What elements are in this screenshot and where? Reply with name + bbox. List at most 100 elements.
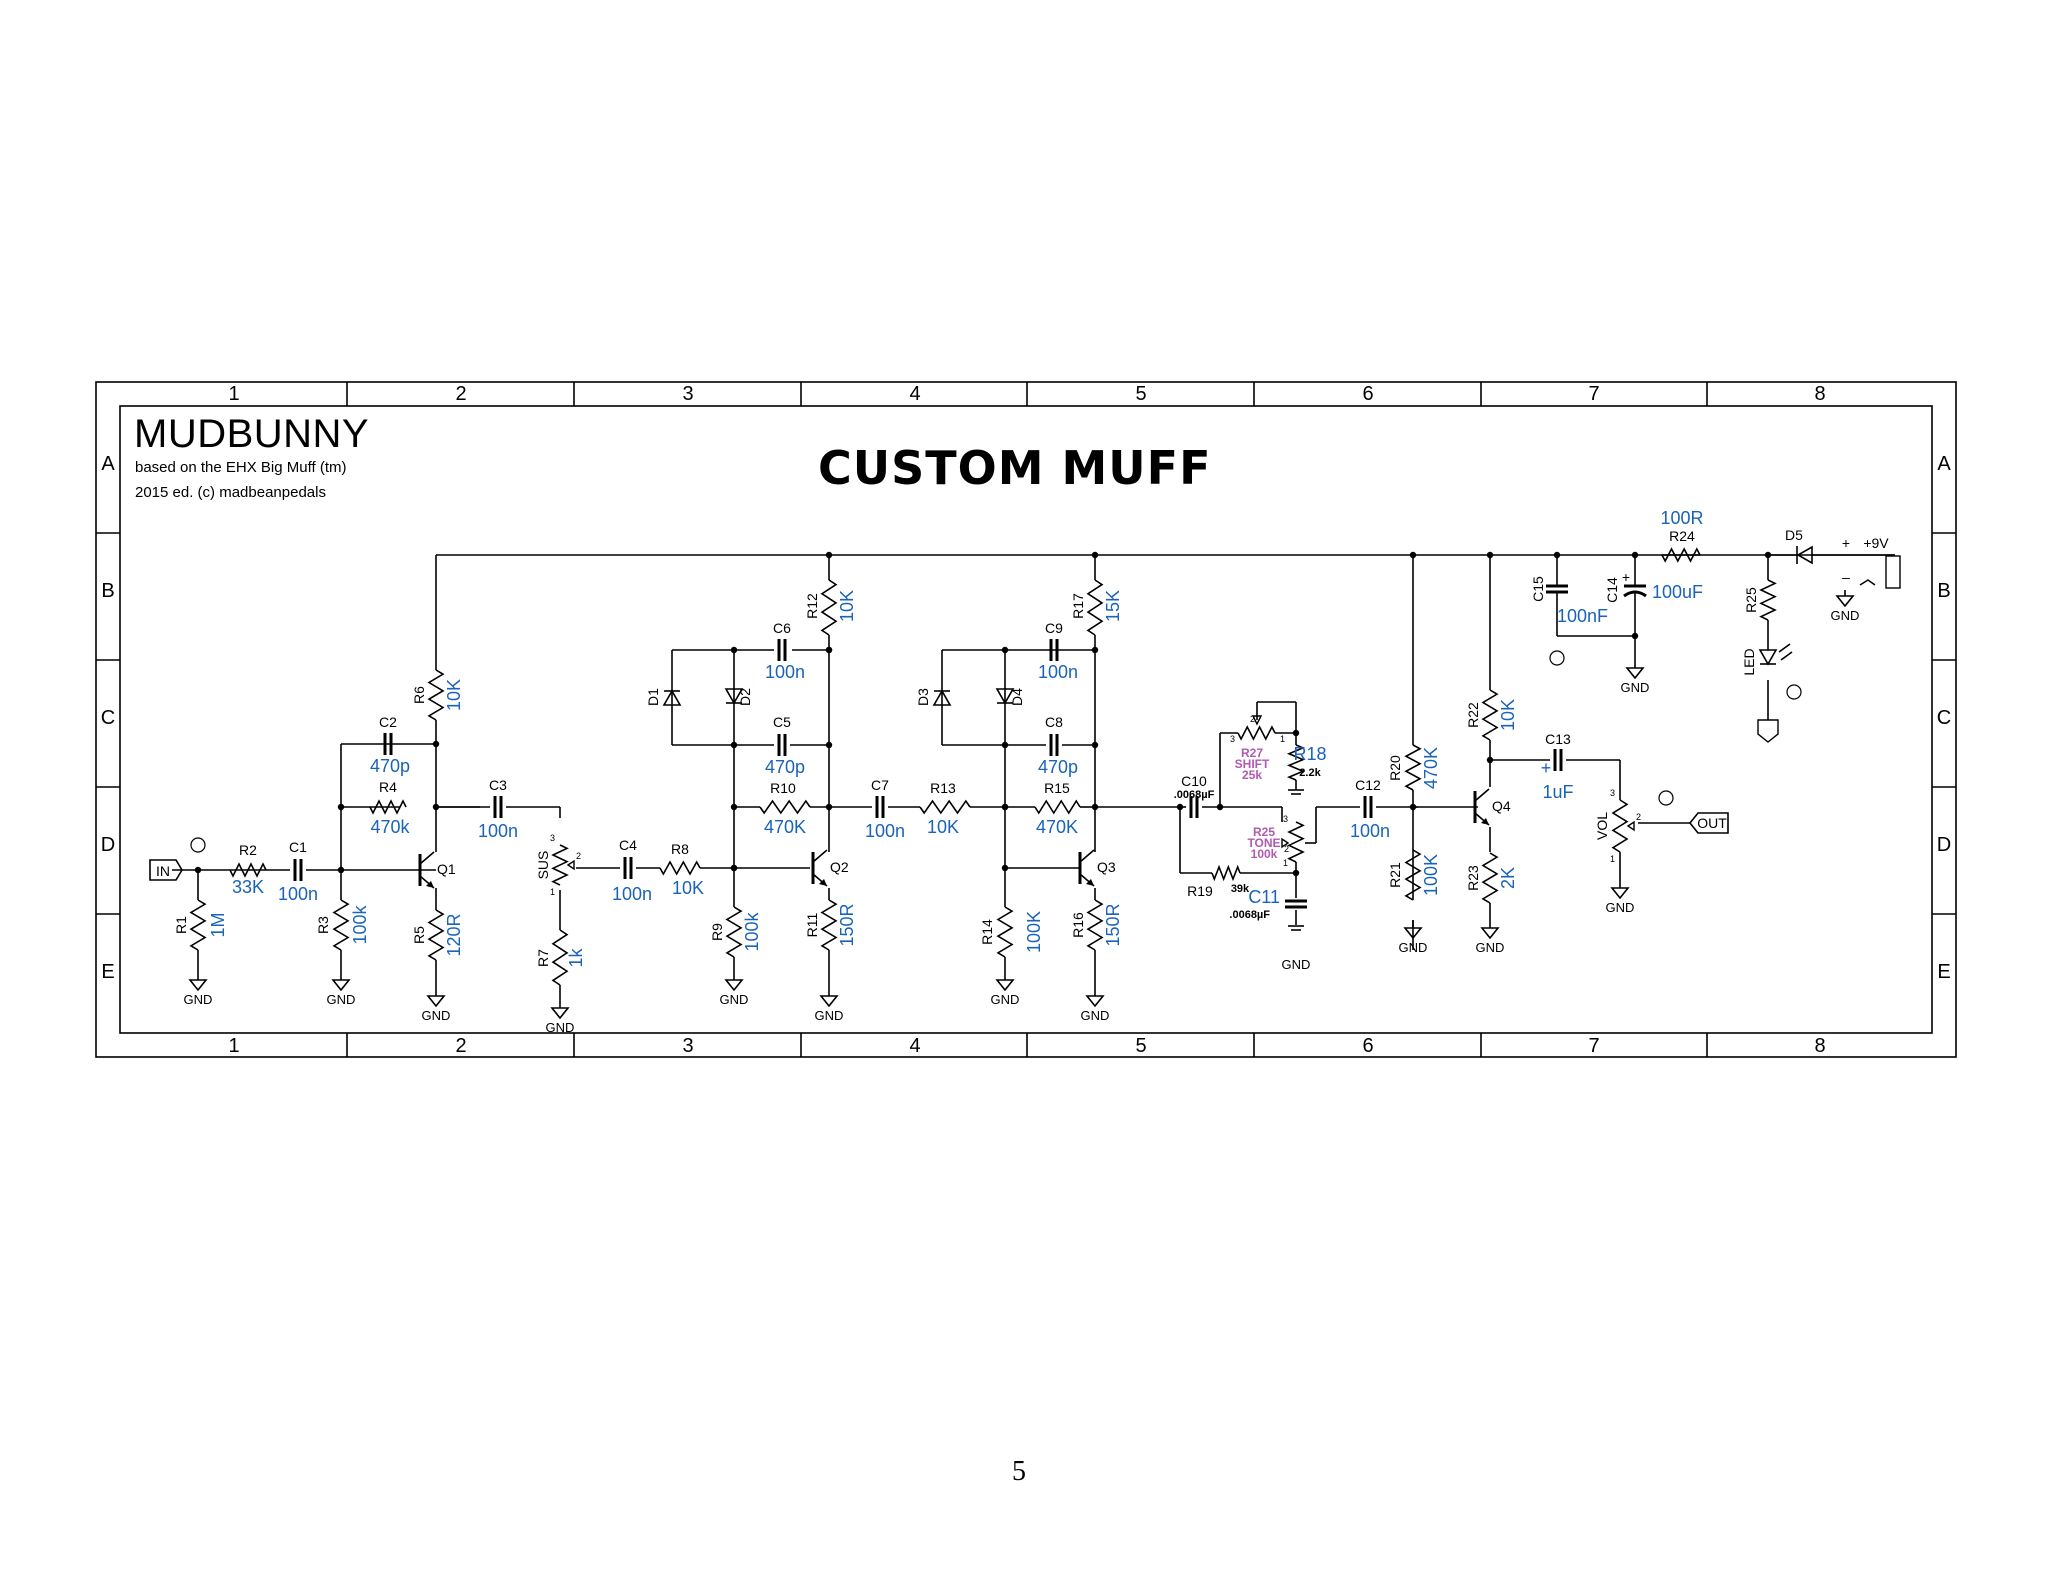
pot-pin: 1 [550,887,555,897]
pot-pin: 3 [1230,734,1235,744]
resistor-r25: R25 [1743,579,1777,621]
ground-symbol: GND [1081,988,1110,1023]
transistor-ref: Q2 [830,859,849,875]
input-flag [149,859,183,881]
ground-triangle [995,979,1015,992]
wiring [172,551,1895,1000]
junction-dot [1091,646,1099,654]
resistor-r18: R18 2.2k 2.2k [0,0,1327,781]
resistor-r2: R2 33K [229,842,267,897]
resistor-ref: R24 [1669,528,1695,544]
pot-wiper [1251,715,1263,726]
capacitor-c7: C7 100n [865,777,905,841]
pot-pin: 1 [1283,858,1288,868]
ground-symbol: GND [720,972,748,1007]
test-point-led [1786,684,1802,700]
resistor-ref: R22 [1465,702,1481,728]
resistor-value: 33K [232,877,264,897]
ground-triangle [724,979,744,992]
ground-triangle [1403,927,1423,940]
junction-dot [1631,551,1639,559]
ground-symbol: GND [1399,920,1427,955]
transistor-collector [419,851,435,865]
capacitor-value: 100n [765,662,805,682]
capacitor-value: 470p [765,757,805,777]
zone-row-right: E [1937,961,1950,983]
pot-ref: VOL [1594,812,1610,840]
capacitor-value: .0068µF [1229,909,1270,921]
capacitor-value: 100n [1350,821,1390,841]
ground-triangle [188,979,208,992]
resistor-body [1759,579,1777,621]
zone-row-right: C [1937,707,1951,729]
resistor-r10: R10 470K [759,780,811,837]
transistor-q2: Q2 [811,849,849,887]
transistor-ref: Q3 [1097,859,1116,875]
ground-label: GND [184,992,213,1007]
pot-wiper [1626,820,1635,832]
zone-row-left: B [101,580,114,602]
resistor-value: 100k [350,904,370,944]
capacitor-value: 470p [1038,757,1078,777]
capacitor-c9: C9 100n [1038,620,1078,682]
led-connector [1757,719,1779,743]
pot-value: 25k [1242,768,1262,782]
junction-dot [1553,551,1561,559]
resistor-value: 10K [927,817,959,837]
junction-dot [1292,729,1300,737]
resistor-body [1661,547,1701,563]
ground-symbol: GND [184,972,213,1007]
capacitor-c6: C6 100n [765,620,805,682]
junction-dot [730,741,738,749]
resistor-body [332,899,350,951]
ground-label: GND [1831,608,1860,623]
transistor-collector [812,849,828,863]
diode-d2: D2 [724,688,753,706]
resistor-r17: R17 15K [1070,579,1123,636]
ground-symbol: GND [991,972,1020,1007]
resistor-body [1481,689,1499,741]
capacitor-c10-value: .0068µF [1174,789,1215,801]
zone-col-top: 1 [228,383,239,405]
capacitor-ref: C14 [1604,577,1620,603]
schematic-title: MUDBUNNY [134,412,370,456]
ground-label: GND [991,992,1020,1007]
resistor-value: 1M [208,912,228,937]
ground-label: GND [1081,1008,1110,1023]
resistor-value: 100k [742,911,762,951]
test-point-output [1658,790,1674,806]
supply-label: +9V [1863,535,1889,551]
potentiometer-vol: 3 1 2 VOL [1594,788,1641,864]
pot-pin: 2 [1284,844,1289,854]
transistor-ref: Q1 [437,861,456,877]
resistor-ref: R5 [411,926,427,944]
ground-triangle [1480,927,1500,940]
ground-symbol: GND [327,972,355,1007]
ground-label: GND [1621,680,1650,695]
ground-triangle [1610,887,1630,900]
diode-d1: D1 [645,688,682,706]
resistor-r16: R16 150R [1070,899,1123,951]
input-port: IN [149,859,183,881]
transistor-arrow [819,879,827,886]
ground-triangle [819,995,839,1008]
zone-col-top: 6 [1362,383,1373,405]
resistor-body [551,929,569,986]
zone-col-bottom: 5 [1135,1035,1146,1057]
pot-value: 100k [1251,847,1278,861]
transistor-q1: Q1 [418,851,456,889]
junction-dot [1001,864,1009,872]
resistor-r9: R9 100k [709,906,762,958]
capacitor-ref: C3 [489,777,507,793]
junction-dot [1001,646,1009,654]
ground-label: GND [815,1008,844,1023]
resistor-value: 2K [1498,867,1518,889]
zone-row-left: A [101,453,115,475]
resistor-r19-value: 39k [1231,883,1250,895]
pot-ref: SUS [535,851,551,880]
resistor-body [1086,579,1104,636]
capacitor-c13: C13 +1uF [1541,731,1574,802]
capacitor-ref: C11 [1248,887,1280,907]
